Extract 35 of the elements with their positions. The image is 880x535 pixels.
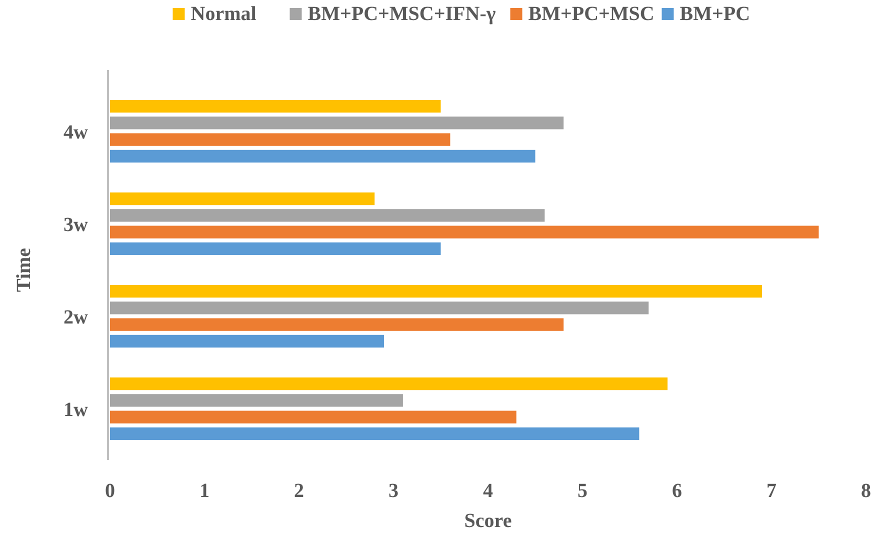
- bar: [110, 334, 384, 348]
- legend-label: Normal: [190, 3, 257, 25]
- legend-label: BM+PC+MSC: [528, 3, 654, 25]
- bar: [110, 100, 441, 113]
- y-axis-title: Time: [13, 248, 35, 292]
- bar: [110, 284, 762, 298]
- x-tick-label: 4: [483, 480, 493, 502]
- bar: [110, 242, 441, 256]
- bar: [110, 209, 545, 222]
- bar: [110, 377, 668, 390]
- bar: [110, 150, 536, 163]
- x-tick-label: 8: [861, 480, 871, 502]
- bar: [110, 116, 564, 130]
- x-axis-title: Score: [464, 510, 512, 532]
- legend-label: BM+PC+MSC+IFN-γ: [308, 3, 496, 25]
- x-tick-label: 3: [388, 480, 398, 502]
- bar: [110, 192, 375, 206]
- x-tick-label: 0: [105, 480, 115, 502]
- x-tick-label: 5: [578, 480, 588, 502]
- y-tick-label: 2w: [64, 306, 89, 328]
- y-tick-label: 3w: [64, 214, 89, 236]
- legend-label: BM+PC: [680, 3, 750, 25]
- x-tick-label: 6: [672, 480, 682, 502]
- x-tick-label: 7: [766, 480, 776, 502]
- bar: [110, 427, 640, 440]
- bar: [110, 302, 649, 314]
- x-tick-label: 2: [294, 480, 304, 502]
- y-tick-label: 1w: [64, 398, 89, 421]
- bar: [110, 226, 819, 238]
- bar: [110, 133, 450, 146]
- x-tick-label: 1: [200, 480, 210, 502]
- bar: [110, 394, 403, 407]
- bar: [110, 318, 564, 331]
- bar: [110, 410, 516, 424]
- y-tick-label: 4w: [64, 121, 89, 144]
